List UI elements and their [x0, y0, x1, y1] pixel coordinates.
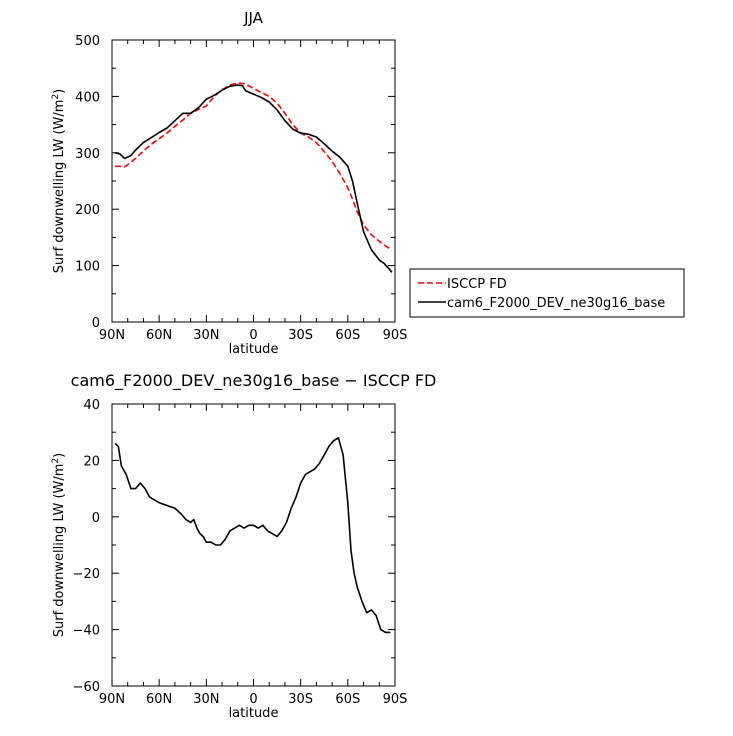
x-axis: 90N 60N 30N 0 30S 60S 90S latitude	[99, 404, 408, 721]
legend-box	[409, 268, 685, 318]
y-axis: −60 −40 −20 0 20 40 Surf downwelling LW (W/m2)	[51, 398, 395, 695]
y-axis-label-superscript: 2	[51, 94, 61, 100]
y-tick-label: 400	[75, 90, 100, 105]
x-axis-label: latitude	[229, 706, 279, 721]
y-axis-label-main: Surf downwelling LW (W/m	[52, 464, 67, 638]
legend-entry: cam6_F2000_DEV_ne30g16_base	[447, 296, 665, 311]
x-tick-label: 30S	[288, 328, 313, 343]
y-axis: 0 100 200 300 400 500 Surf downwelling LW (W/m…	[51, 34, 395, 331]
x-tick-label: 30N	[193, 328, 219, 343]
x-axis: 90N 60N 30N 0 30S 60S 90S latitude	[99, 40, 408, 357]
series-line-difference	[114, 436, 391, 634]
x-tick-label: 90S	[383, 692, 408, 707]
y-axis-label-close: )	[52, 89, 67, 94]
y-tick-label: −20	[73, 567, 100, 582]
series-line-isccp-fd	[115, 82, 393, 251]
y-tick-label: 200	[75, 203, 100, 218]
x-tick-label: 90S	[383, 328, 408, 343]
y-axis-label: Surf downwelling LW (W/m2)	[51, 453, 67, 638]
y-tick-label: 40	[83, 398, 100, 413]
legend-entry: ISCCP FD	[447, 277, 507, 292]
series-line-cam6-f2000-dev-ne30g16-base	[114, 84, 393, 273]
x-tick-label: 60N	[146, 692, 172, 707]
x-tick-label: 30N	[193, 692, 219, 707]
plot-frame	[111, 403, 396, 687]
legend: ISCCP FD cam6_F2000_DEV_ne30g16_base	[409, 268, 685, 318]
y-tick-label: 100	[75, 260, 100, 275]
y-tick-label: 20	[83, 454, 100, 469]
y-tick-label: −40	[73, 624, 100, 639]
y-axis-label-close: )	[52, 453, 67, 458]
x-tick-label: 90N	[99, 328, 125, 343]
y-axis-label-superscript: 2	[51, 458, 61, 464]
x-tick-label: 90N	[99, 692, 125, 707]
chart-panel-2: cam6_F2000_DEV_ne30g16_base − ISCCP FD 90…	[51, 371, 436, 721]
y-tick-label: 0	[92, 316, 100, 331]
y-axis-label: Surf downwelling LW (W/m2)	[51, 89, 67, 274]
y-tick-label: −60	[73, 680, 100, 695]
chart-title: cam6_F2000_DEV_ne30g16_base − ISCCP FD	[71, 371, 437, 391]
y-tick-label: 500	[75, 34, 100, 49]
y-axis-label-main: Surf downwelling LW (W/m	[52, 100, 67, 274]
x-tick-label: 30S	[288, 692, 313, 707]
x-tick-label: 60S	[335, 692, 360, 707]
y-tick-label: 300	[75, 147, 100, 162]
x-tick-label: 60S	[335, 328, 360, 343]
x-tick-label: 0	[249, 328, 257, 343]
x-tick-label: 0	[249, 692, 257, 707]
x-axis-label: latitude	[229, 342, 279, 357]
y-tick-label: 0	[92, 511, 100, 526]
chart-title: JJA	[243, 9, 264, 27]
x-tick-label: 60N	[146, 328, 172, 343]
